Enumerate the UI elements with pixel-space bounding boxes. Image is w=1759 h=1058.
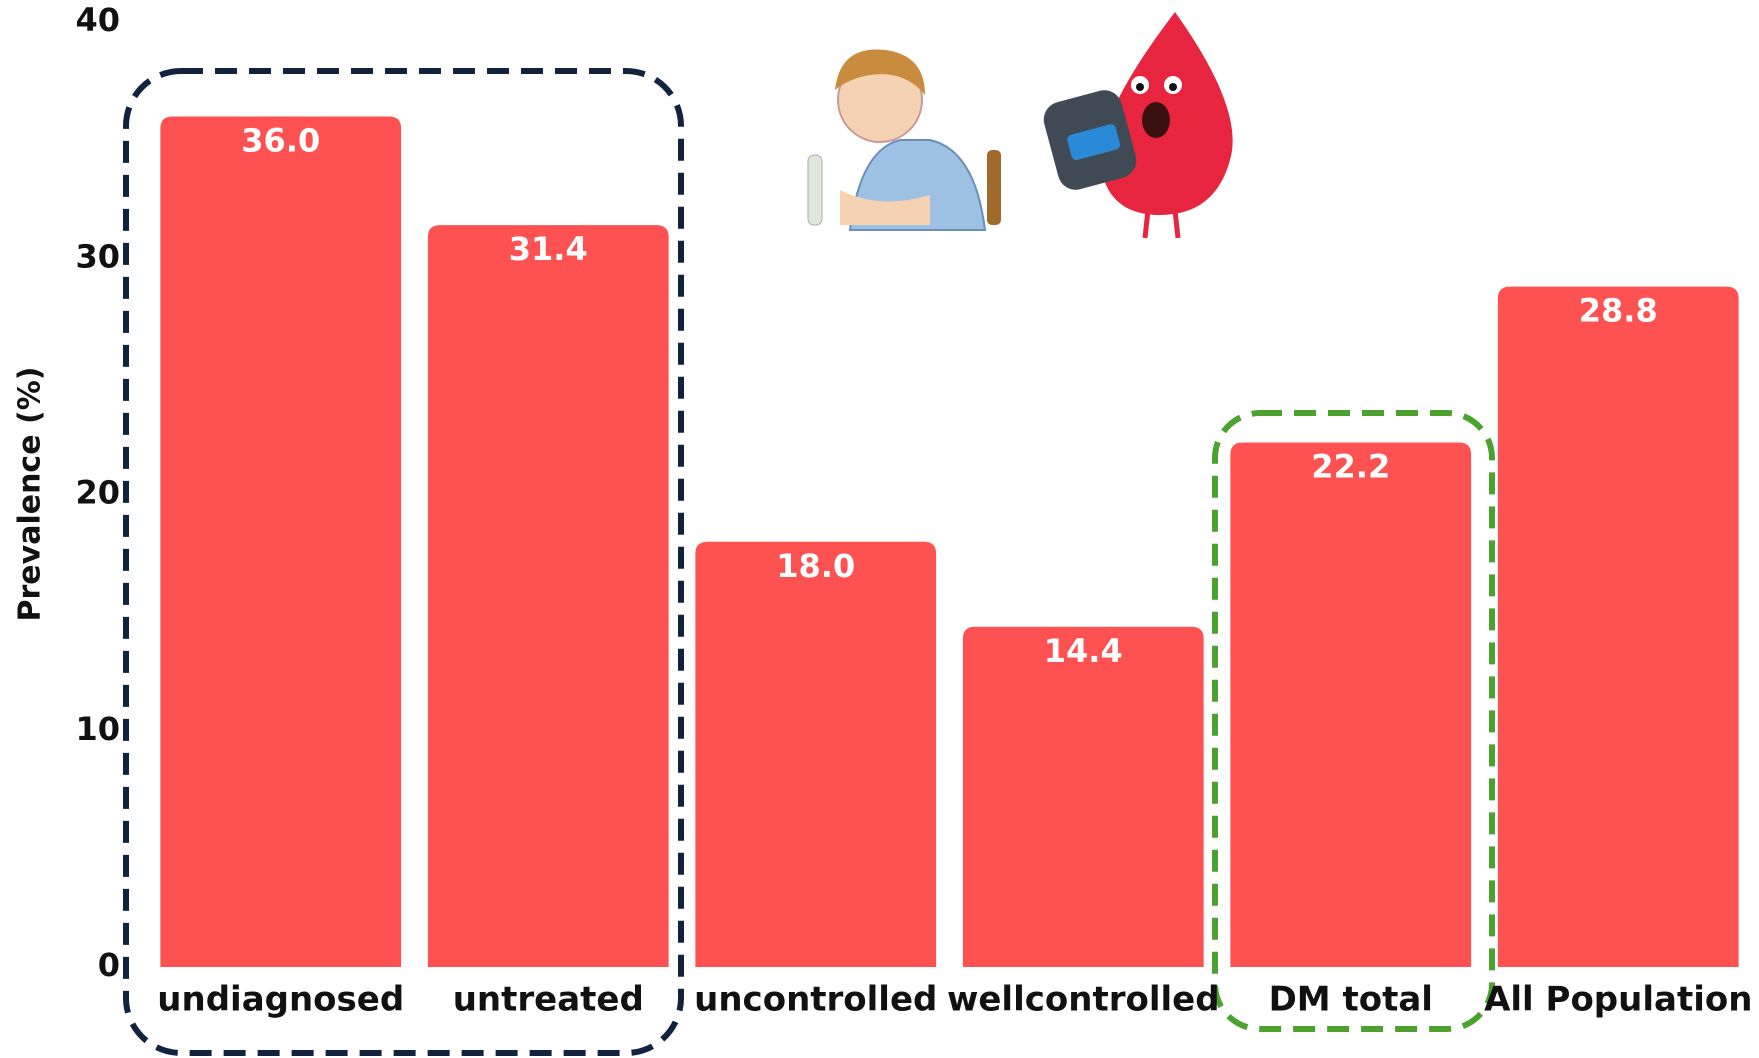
bar xyxy=(695,541,937,967)
y-tick-label: 10 xyxy=(75,710,120,748)
y-tick-label: 20 xyxy=(75,474,120,512)
value-label: 22.2 xyxy=(1311,448,1390,486)
value-label: 28.8 xyxy=(1579,292,1658,330)
value-label: 14.4 xyxy=(1044,632,1123,670)
x-tick-label: All Population xyxy=(1484,980,1752,1020)
bar xyxy=(962,626,1204,967)
tired-person-illustration xyxy=(807,49,1001,231)
bar xyxy=(1230,442,1472,967)
highlight-box xyxy=(1212,410,1495,1032)
y-tick-label: 0 xyxy=(98,946,120,984)
bar xyxy=(160,116,402,967)
bar xyxy=(427,225,669,968)
x-tick-label: wellcontrolled xyxy=(947,980,1220,1020)
blood-drop-illustration xyxy=(1043,12,1233,239)
y-tick-label: 30 xyxy=(75,237,120,275)
bar xyxy=(1497,286,1739,968)
x-tick-label: undiagnosed xyxy=(157,980,404,1020)
y-axis-label: Prevalence (%) xyxy=(13,367,48,622)
value-label: 36.0 xyxy=(241,122,320,160)
value-label: 18.0 xyxy=(776,547,855,585)
x-tick-label: untreated xyxy=(453,980,644,1020)
y-tick-label: 40 xyxy=(75,1,120,39)
highlight-box xyxy=(123,68,684,1056)
value-label: 31.4 xyxy=(509,230,588,268)
x-tick-label: uncontrolled xyxy=(694,980,937,1020)
x-tick-label: DM total xyxy=(1269,980,1433,1020)
